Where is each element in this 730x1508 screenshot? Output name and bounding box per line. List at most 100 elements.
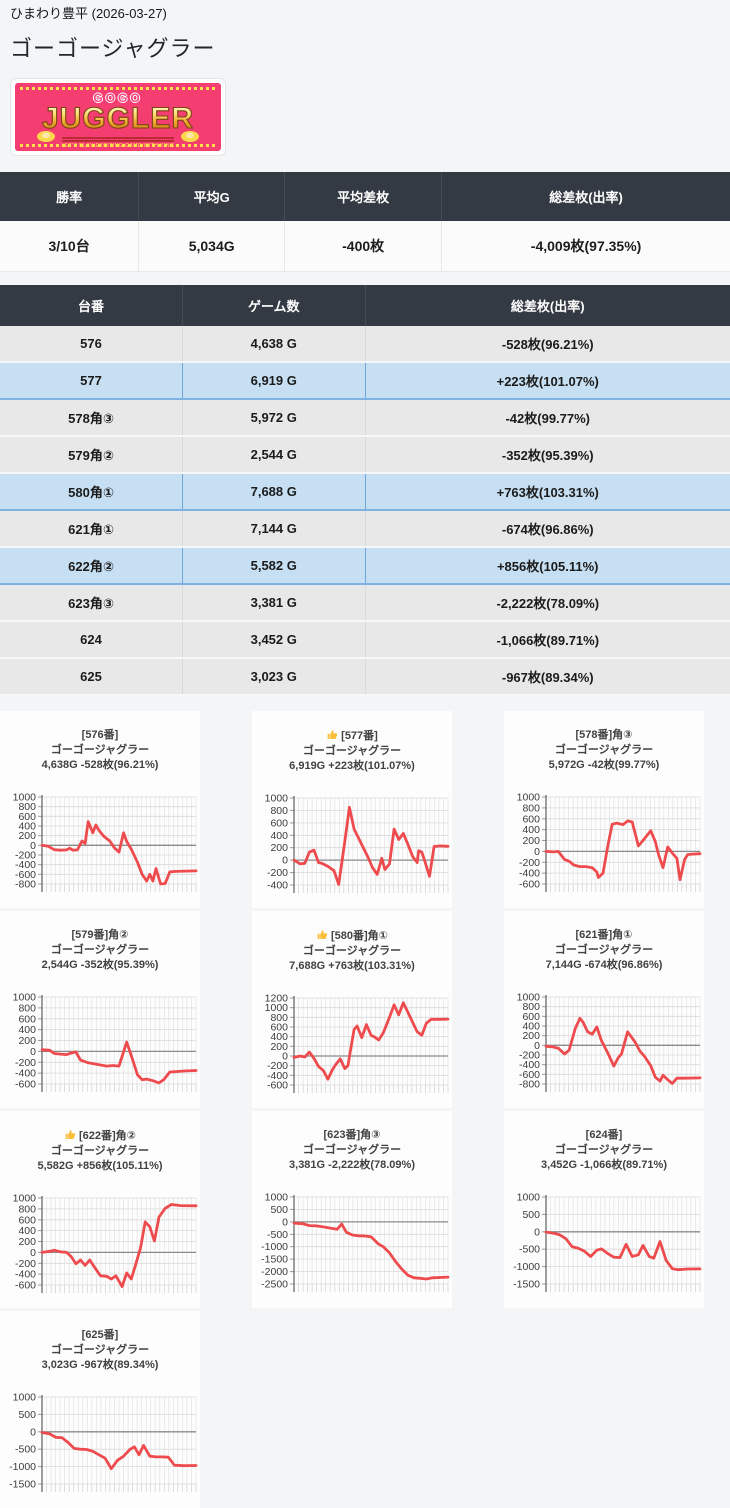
thumbs-up-icon: [327, 730, 338, 739]
machine-header-row: 台番 ゲーム数 総差枚(出率): [0, 285, 730, 326]
diff-cell: -674枚(96.86%): [364, 510, 730, 548]
chart-title-model: ゴーゴージャグラー: [50, 744, 150, 756]
svg-text:-1000: -1000: [9, 1461, 36, 1473]
svg-text:400: 400: [522, 1021, 540, 1033]
svg-text:-400: -400: [267, 1070, 288, 1082]
chart-title-machine: [580番]角①: [252, 928, 452, 944]
chart-title-machine: [578番]角③: [575, 729, 633, 741]
table-row: 578角③ 5,972 G -42枚(99.77%): [0, 399, 730, 437]
chart-title-stats: 2,544G -352枚(95.39%): [41, 959, 159, 971]
svg-text:1000: 1000: [517, 792, 541, 804]
svg-text:-600: -600: [519, 879, 540, 891]
svg-text:-600: -600: [267, 1080, 288, 1092]
svg-text:-1500: -1500: [261, 1254, 288, 1266]
summary-avg-diff: -400枚: [284, 221, 442, 272]
svg-text:400: 400: [522, 824, 540, 836]
games-cell: 5,972 G: [182, 399, 365, 437]
svg-text:-400: -400: [519, 1059, 540, 1071]
chart-title-stats: 3,381G -2,222枚(78.09%): [289, 1159, 415, 1171]
svg-text:-400: -400: [15, 859, 36, 871]
banner-dots-top: [20, 87, 216, 90]
svg-text:400: 400: [270, 1031, 288, 1043]
games-cell: 5,582 G: [182, 546, 365, 585]
svg-text:-2000: -2000: [261, 1266, 288, 1278]
chart-title-model: ゴーゴージャグラー: [50, 944, 150, 956]
chart-title-machine: [622番]角②: [0, 1128, 200, 1144]
chart-title-machine: [623番]角③: [323, 1129, 381, 1141]
svg-text:1000: 1000: [265, 793, 289, 805]
diff-cell: -42枚(99.77%): [364, 399, 730, 437]
svg-text:800: 800: [18, 1002, 36, 1014]
svg-text:-800: -800: [519, 1079, 540, 1091]
svg-text:-200: -200: [267, 1060, 288, 1072]
svg-text:-400: -400: [15, 1068, 36, 1080]
svg-text:800: 800: [270, 1012, 288, 1024]
svg-text:-1500: -1500: [9, 1479, 36, 1491]
chart-title-model: ゴーゴージャグラー: [302, 945, 402, 957]
diff-cell: -352枚(95.39%): [364, 436, 730, 474]
machine-banner[interactable]: GOGO JUGGLER LET'S PLAY EXCITING GAME WI…: [10, 78, 226, 156]
svg-text:-600: -600: [519, 1069, 540, 1081]
svg-text:1000: 1000: [517, 1192, 541, 1204]
summary-winrate: 3/10台: [0, 221, 139, 272]
chart-card: [624番] ゴーゴージャグラー 3,452G -1,066枚(89.71%) …: [504, 1111, 704, 1308]
machine-table: 台番 ゲーム数 総差枚(出率) 576 4,638 G -528枚(96.21%) …: [0, 285, 730, 696]
charts-grid: [576番] ゴーゴージャグラー 4,638G -528枚(96.21%) 10…: [0, 711, 730, 1508]
banner-fineprint: LET'S PLAY EXCITING GAME WITH KING: [59, 137, 177, 149]
slump-chart-box: 1000 800 600 400 200 0 -200 -400: [252, 791, 452, 908]
table-row: 579角② 2,544 G -352枚(95.39%): [0, 436, 730, 474]
chart-title-stats: 4,638G -528枚(96.21%): [41, 759, 159, 771]
svg-text:-200: -200: [15, 850, 36, 862]
games-cell: 6,919 G: [182, 361, 365, 400]
dai-cell: 580角①: [0, 472, 183, 511]
svg-text:-2500: -2500: [261, 1279, 288, 1291]
dai-cell: 578角③: [0, 399, 183, 437]
svg-text:-500: -500: [519, 1244, 540, 1256]
dai-cell: 576: [0, 326, 183, 363]
dai-cell: 579角②: [0, 436, 183, 474]
dai-cell: 621角①: [0, 510, 183, 548]
summary-header-avg-diff: 平均差枚: [284, 172, 442, 221]
chart-title-model: ゴーゴージャグラー: [554, 1144, 654, 1156]
svg-text:-200: -200: [519, 857, 540, 869]
banner-brand-top: GOGO: [93, 91, 143, 105]
svg-text:1000: 1000: [13, 1193, 37, 1205]
diff-cell: +223枚(101.07%): [364, 361, 730, 400]
chart-title: [580番]角① ゴーゴージャグラー 7,688G +763枚(103.31%): [252, 911, 452, 974]
svg-text:200: 200: [18, 1035, 36, 1047]
chart-title-machine: [624番]: [585, 1129, 623, 1141]
chart-title-model: ゴーゴージャグラー: [50, 1145, 150, 1157]
svg-text:200: 200: [522, 1030, 540, 1042]
svg-text:-600: -600: [15, 1079, 36, 1091]
svg-text:200: 200: [270, 1041, 288, 1053]
svg-text:0: 0: [30, 1247, 36, 1259]
chart-title: [576番] ゴーゴージャグラー 4,638G -528枚(96.21%): [0, 711, 200, 773]
diff-cell: +763枚(103.31%): [364, 472, 730, 511]
diff-cell: -967枚(89.34%): [364, 658, 730, 696]
svg-text:600: 600: [522, 813, 540, 825]
chart-title: [621番]角① ゴーゴージャグラー 7,144G -674枚(96.86%): [504, 911, 704, 973]
dai-cell: 577: [0, 361, 183, 400]
chart-title-stats: 5,972G -42枚(99.77%): [548, 759, 660, 771]
svg-text:-1000: -1000: [261, 1241, 288, 1253]
svg-text:600: 600: [522, 1011, 540, 1023]
svg-text:0: 0: [282, 855, 288, 867]
chart-title: [625番] ゴーゴージャグラー 3,023G -967枚(89.34%): [0, 1311, 200, 1373]
chart-title-stats: 3,452G -1,066枚(89.71%): [541, 1159, 667, 1171]
table-row: 621角① 7,144 G -674枚(96.86%): [0, 510, 730, 548]
svg-text:1000: 1000: [13, 992, 37, 1004]
slump-chart-box: 1000 800 600 400 200 0 -200 -400 -600: [0, 990, 200, 1107]
slump-chart-box: 1200 1000 800 600 400 200 0 -200 -400 -600: [252, 991, 452, 1108]
diff-cell: +856枚(105.11%): [364, 546, 730, 585]
chart-title-stats: 6,919G +223枚(101.07%): [289, 760, 415, 772]
svg-text:800: 800: [18, 1203, 36, 1215]
svg-text:200: 200: [522, 835, 540, 847]
table-row: 625 3,023 G -967枚(89.34%): [0, 658, 730, 696]
chart-title: [624番] ゴーゴージャグラー 3,452G -1,066枚(89.71%): [504, 1111, 704, 1173]
